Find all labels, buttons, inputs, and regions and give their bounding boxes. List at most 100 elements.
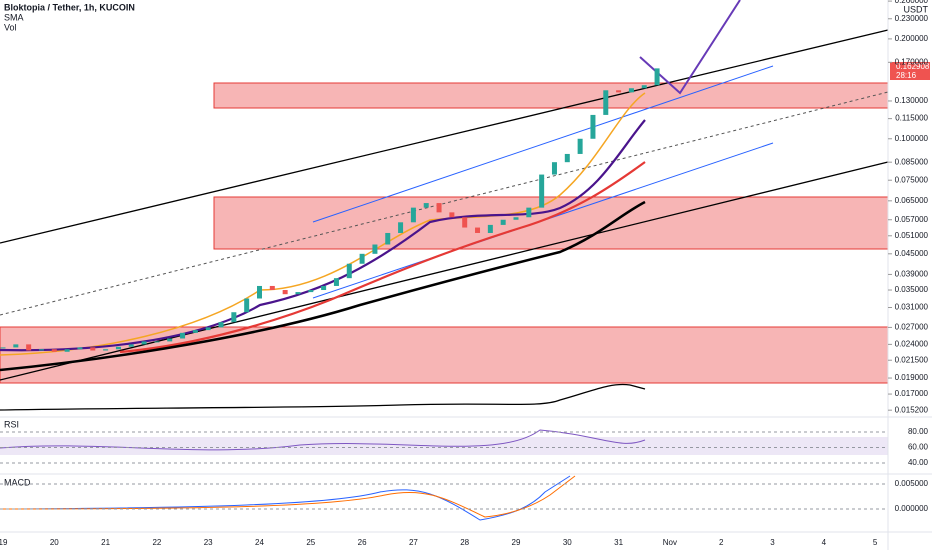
candle [398, 222, 404, 233]
rsi-line [0, 429, 646, 451]
y-tick-label: 0.130000 [895, 96, 929, 105]
sma-slow [119, 161, 646, 354]
indicator-label: SMA [4, 12, 24, 22]
y-tick-label: 0.031000 [895, 303, 929, 312]
volume-ma [0, 383, 646, 411]
x-tick-label: 31 [614, 538, 623, 547]
y-tick-label: 0.260000 [895, 0, 929, 5]
x-tick-label: 24 [255, 538, 264, 547]
y-tick-label: 0.230000 [895, 14, 929, 23]
candle [103, 349, 109, 351]
x-tick-label: 4 [822, 538, 827, 547]
candle [333, 278, 339, 286]
candle [141, 341, 147, 345]
candle [308, 290, 314, 293]
y-tick-label: 0.100000 [895, 134, 929, 143]
x-tick-label: 29 [512, 538, 521, 547]
pane-title: MACD [4, 477, 31, 487]
candle [526, 207, 532, 218]
countdown: 28:16 [896, 71, 917, 80]
candle [26, 344, 32, 351]
indicator-label: Vol [4, 22, 17, 32]
sma-long [0, 200, 646, 372]
currency: USDT [904, 4, 929, 14]
x-tick-label: 5 [873, 538, 878, 547]
candle [577, 138, 583, 154]
x-tick-label: 2 [719, 538, 724, 547]
candle [346, 263, 352, 279]
y-tick-label: 0.035000 [895, 285, 929, 294]
candle [462, 217, 468, 228]
sma-fast [0, 92, 646, 356]
candle [385, 232, 391, 245]
candle [590, 114, 596, 139]
candle [0, 347, 6, 349]
symbol-title: Bloktopia / Tether, 1h, KUCOIN [4, 2, 135, 12]
y-tick-label: 0.021500 [895, 355, 929, 364]
y-tick-label: 60.00 [908, 443, 929, 452]
y-tick-label: 0.115000 [895, 114, 928, 123]
candle [500, 219, 506, 225]
candle [359, 253, 365, 264]
x-tick-label: 20 [50, 538, 59, 547]
candle [244, 298, 250, 313]
y-tick-label: 0.057000 [895, 215, 929, 224]
x-tick-label: 30 [563, 538, 572, 547]
price-badge [890, 62, 930, 80]
candle [257, 285, 262, 299]
x-tick-label: 3 [770, 538, 775, 547]
candle [192, 330, 198, 333]
x-tick-label: 27 [409, 538, 418, 547]
candle [487, 224, 493, 233]
candle [628, 88, 634, 93]
candle [616, 90, 622, 93]
y-tick-label: 80.00 [908, 427, 929, 436]
x-tick-label: 22 [152, 538, 161, 547]
y-tick-label: 0.170000 [895, 57, 929, 66]
y-tick-label: 0.200000 [895, 34, 929, 43]
y-tick-label: 0.045000 [895, 249, 929, 258]
candle [90, 347, 96, 351]
candle [167, 338, 173, 342]
base-zone [0, 326, 889, 384]
candle [449, 212, 455, 218]
candle [321, 285, 327, 291]
candle [513, 217, 519, 220]
y-tick-label: 0.065000 [895, 196, 929, 205]
resistance-zone [213, 82, 889, 109]
last-price: 0.162908 [896, 62, 930, 71]
y-tick-label: 0.039000 [895, 270, 929, 279]
x-tick-label: Nov [663, 538, 677, 547]
candle [231, 312, 237, 323]
y-tick-label: 0.085000 [895, 157, 929, 166]
candle [551, 162, 557, 175]
channel-line [312, 65, 774, 223]
candle [154, 341, 160, 343]
trend-line [0, 161, 889, 381]
candle [13, 344, 19, 348]
y-tick-label: 0.027000 [895, 323, 929, 332]
x-tick-label: 25 [306, 538, 315, 547]
candle [38, 349, 44, 351]
projection [639, 0, 741, 95]
trend-line [0, 29, 889, 244]
y-tick-label: 0.024000 [895, 339, 929, 348]
candle [603, 90, 609, 115]
x-tick-label: 26 [358, 538, 367, 547]
candle [436, 203, 442, 213]
y-tick-label: 40.00 [908, 458, 929, 467]
x-tick-label: 19 [0, 538, 8, 547]
y-tick-label: 0.005000 [895, 479, 929, 488]
x-tick-label: 28 [460, 538, 469, 547]
candle [180, 332, 186, 339]
pane-title: RSI [4, 419, 19, 429]
sma-mid [0, 119, 646, 352]
y-tick-label: 0.015200 [895, 405, 929, 414]
candle [564, 153, 570, 163]
candle [128, 344, 134, 347]
y-tick-label: 0.075000 [895, 175, 929, 184]
candle [64, 349, 70, 352]
candle [539, 174, 545, 208]
macd-line [0, 475, 571, 521]
